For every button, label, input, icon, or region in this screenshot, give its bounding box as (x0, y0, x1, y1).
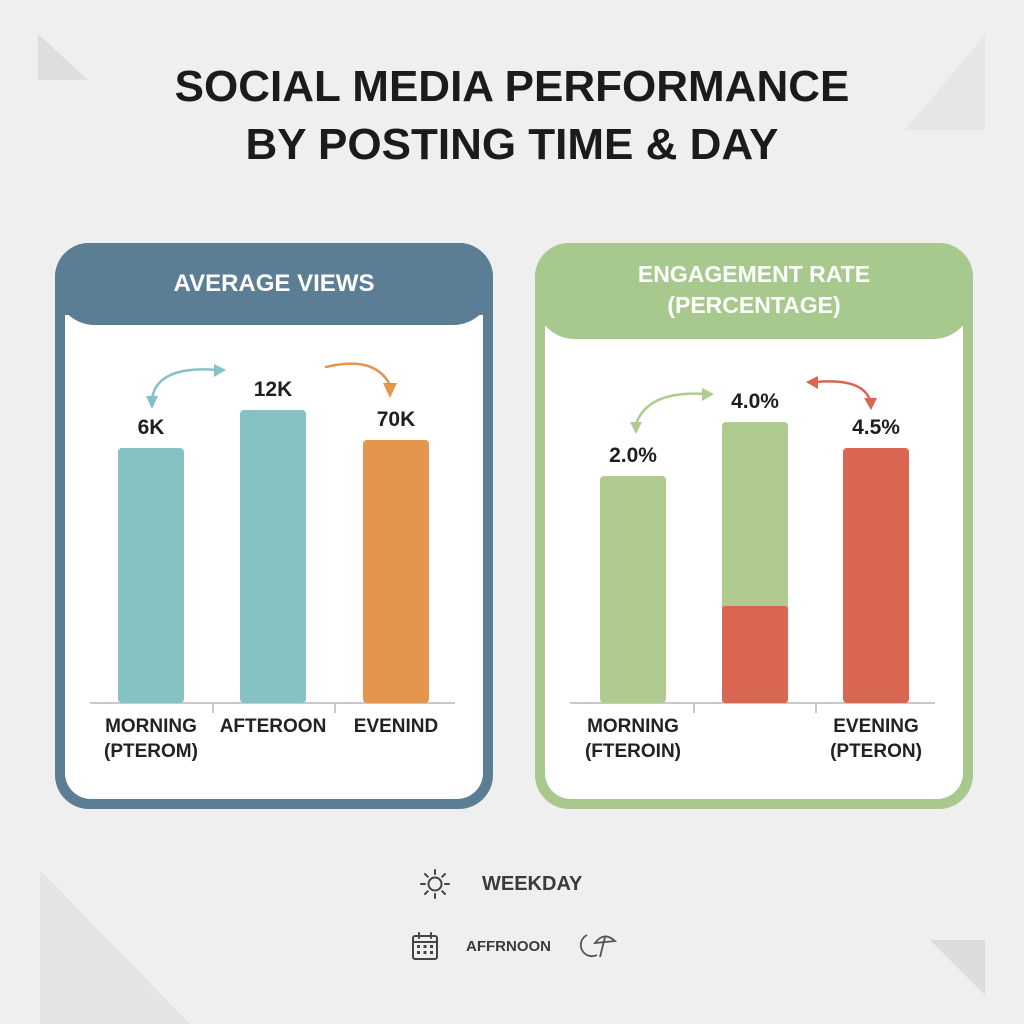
category-label-1-2: EVENING (PTERON) (830, 716, 922, 762)
average-views-header: AVERAGE VIEWS (55, 243, 493, 325)
page-title: SOCIAL MEDIA PERFORMANCE BY POSTING TIME… (0, 58, 1024, 174)
bar-0-0 (118, 448, 184, 703)
category-label-0-0: MORNING (PTEROM) (104, 716, 198, 762)
bar-0-1 (240, 410, 306, 703)
legend-weekday: WEEKDAY (418, 866, 582, 902)
data-label-0-2: 70K (377, 408, 416, 431)
bar-1-2 (843, 448, 909, 703)
arrow-views-1-head-0 (146, 396, 158, 409)
title-line-2: BY POSTING TIME & DAY (245, 120, 779, 169)
bar-segment-1-1 (722, 606, 788, 703)
arrow-eng-1-head-0 (630, 422, 642, 434)
bg-triangle-top-left (38, 34, 88, 80)
bar-1-0 (600, 476, 666, 703)
category-label-0-2: EVENIND (353, 716, 439, 737)
arrow-eng-2-head-1 (864, 398, 877, 410)
sun-icon (420, 869, 450, 899)
engagement-rate-subtitle: (PERCENTAGE) (667, 292, 841, 318)
legend-afternoon: AFFRNOON (410, 928, 617, 964)
arrow-eng-1-head-1 (702, 388, 714, 401)
moon-umbrella-icon (579, 934, 617, 958)
arrow-views-1-head-1 (214, 364, 226, 377)
title-line-1: SOCIAL MEDIA PERFORMANCE (174, 62, 850, 111)
category-label-0-1: AFTEROON (219, 716, 327, 737)
data-label-1-1: 4.0% (731, 390, 779, 413)
data-label-1-2: 4.5% (852, 416, 900, 439)
category-label-1-0: MORNING (FTEROIN) (584, 716, 682, 762)
arrow-views-2 (324, 362, 392, 387)
bg-triangle-bottom-right (930, 940, 985, 995)
arrow-views-2-head-0 (383, 383, 397, 398)
arrow-eng-2-head-0 (806, 376, 818, 389)
bg-triangle-top-right (905, 35, 985, 130)
legend-afternoon-label: AFFRNOON (466, 937, 551, 955)
bar-0-2 (363, 440, 429, 703)
data-label-0-1: 12K (254, 378, 293, 401)
engagement-rate-title: ENGAGEMENT RATE (637, 261, 871, 287)
bg-triangle-bottom-left (40, 870, 190, 1024)
data-label-1-0: 2.0% (609, 444, 657, 467)
data-label-0-0: 6K (138, 416, 165, 439)
engagement-rate-header: ENGAGEMENT RATE (PERCENTAGE) (535, 243, 973, 339)
arrow-eng-2 (814, 380, 872, 402)
calendar-icon (412, 932, 438, 960)
arrow-views-1 (150, 368, 220, 400)
arrow-eng-1 (634, 392, 708, 426)
legend-weekday-label: WEEKDAY (482, 872, 583, 895)
